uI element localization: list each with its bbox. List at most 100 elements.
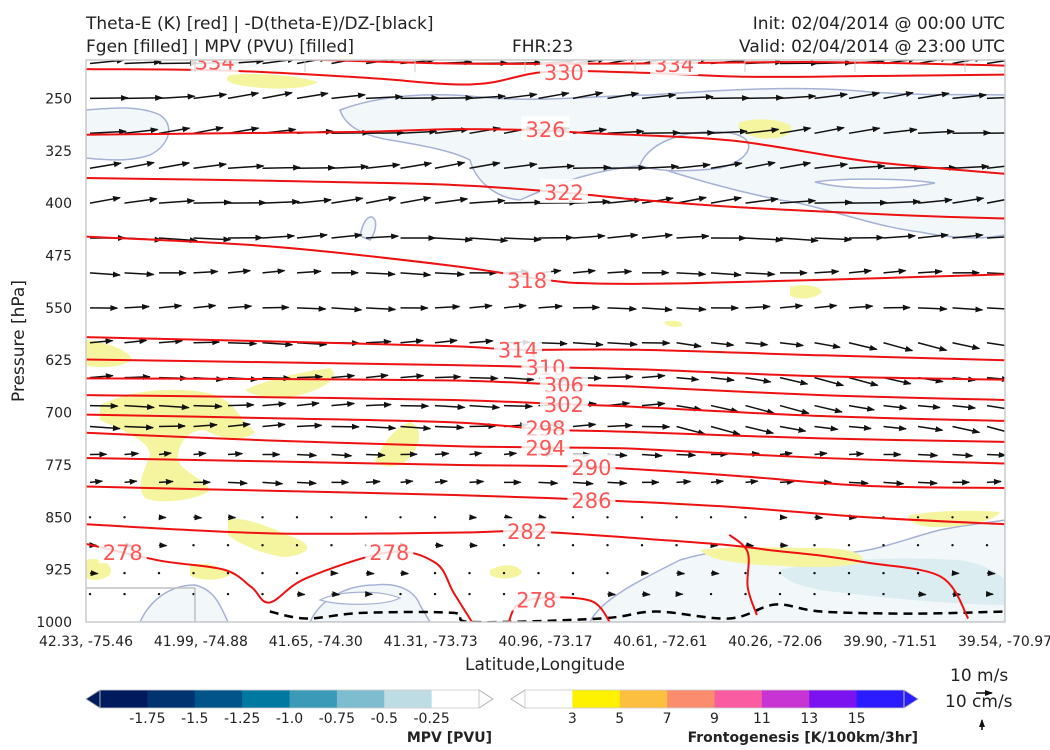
wind-vector	[227, 479, 248, 486]
wind-vector	[745, 478, 759, 485]
wind-vector	[572, 422, 597, 428]
theta-e-contour-278	[86, 542, 473, 622]
wind-vector	[814, 126, 845, 135]
theta-e-label-330: 330	[544, 61, 584, 85]
wind-vector	[571, 571, 575, 575]
wind-vector	[227, 91, 260, 100]
theta-e-label-326: 326	[525, 118, 565, 142]
wind-vector	[365, 478, 382, 485]
colorbar-extend-left	[510, 689, 526, 709]
wind-vector	[848, 163, 886, 170]
wind-vector	[433, 592, 437, 596]
wind-vector	[193, 92, 228, 100]
wind-vector	[710, 128, 748, 135]
wind-vector	[262, 91, 293, 100]
wind-vector	[434, 127, 470, 135]
wind-vector	[296, 91, 329, 100]
wind-vector	[158, 198, 196, 205]
wind-vector	[193, 422, 218, 429]
wind-vector	[330, 544, 333, 547]
theta-e-label-bg	[650, 60, 699, 76]
wind-vector	[779, 341, 805, 348]
theta-e-label-278: 278	[516, 589, 556, 613]
theta-e-contour-322	[86, 176, 1005, 220]
wind-vector	[469, 478, 485, 485]
wind-vector	[676, 425, 706, 436]
wind-vector	[124, 94, 164, 101]
wind-vector	[503, 303, 527, 310]
wind-vector	[744, 592, 747, 596]
theta-e-label-322: 322	[544, 181, 584, 205]
wind-vector	[571, 544, 575, 547]
wind-vector	[469, 375, 499, 382]
wind-vector	[193, 199, 232, 206]
wind-vector	[814, 92, 849, 100]
wind-vector	[400, 402, 430, 409]
wind-vector	[710, 271, 742, 278]
wind-vector	[124, 478, 138, 485]
wind-vector	[952, 129, 992, 136]
wind-vector	[848, 303, 874, 310]
wind-vector	[434, 450, 450, 457]
wind-vector	[572, 341, 604, 348]
wind-vector	[158, 161, 191, 169]
wind-key-horizontal-label: 10 m/s	[950, 666, 1008, 686]
theta-e-label-278: 278	[103, 541, 143, 565]
wind-vector	[89, 128, 128, 135]
wind-vector	[227, 163, 265, 170]
x-tick-label: 41.31, -73.73	[384, 634, 478, 650]
theta-e-label-bg	[503, 518, 552, 543]
wind-vector	[952, 232, 984, 239]
wind-vector	[778, 571, 782, 575]
wind-vector	[848, 268, 873, 275]
wind-vector	[882, 544, 885, 547]
wind-vector	[676, 94, 714, 101]
black-dashed-contour	[269, 603, 1005, 622]
theta-e-label-bg	[539, 391, 588, 416]
wind-vector	[193, 236, 232, 243]
wind-vector	[985, 516, 989, 519]
wind-vector	[848, 479, 870, 486]
colorbar-tick: -1.25	[224, 711, 260, 727]
theta-e-label-278: 278	[369, 541, 409, 565]
wind-vector	[676, 306, 707, 313]
wind-vector	[952, 452, 974, 459]
wind-vector	[400, 478, 414, 485]
x-tick-label: 39.54, -70.97	[958, 634, 1050, 650]
wind-vector	[917, 232, 949, 239]
forecast-hour: FHR:23	[512, 37, 574, 57]
wind-vector	[779, 425, 807, 433]
y-tick-label: 1000	[36, 615, 72, 631]
wind-vector	[262, 198, 301, 205]
wind-vector	[917, 91, 950, 100]
wind-vector	[262, 422, 286, 428]
wind-vector	[848, 342, 878, 351]
wind-vector	[434, 338, 458, 345]
wind-vector	[469, 161, 501, 169]
wind-vector	[676, 342, 702, 349]
wind-vector	[779, 404, 810, 415]
wind-vector	[848, 91, 881, 100]
wind-vector	[124, 338, 148, 345]
wind-vector	[192, 592, 195, 596]
wind-vector	[745, 341, 769, 348]
wind-vector	[89, 373, 114, 380]
colorbar-swatch	[100, 690, 148, 708]
wind-vector	[779, 450, 794, 457]
wind-vector	[607, 268, 633, 275]
wind-vector	[469, 198, 506, 205]
wind-vector	[158, 450, 173, 457]
wind-vector	[538, 479, 559, 486]
wind-vector	[883, 480, 905, 487]
wind-vector	[400, 195, 432, 204]
wind-vector	[572, 268, 597, 275]
terrain-bars	[86, 587, 196, 622]
wind-vector	[124, 60, 163, 66]
colorbar-swatch	[619, 690, 668, 708]
wind-vector	[365, 162, 401, 169]
wind-vector	[123, 571, 126, 575]
wind-vector	[469, 303, 493, 310]
fgen-colorbar-title: Frontogenesis [K/100km/3hr]	[688, 730, 918, 746]
wind-vector	[779, 376, 809, 386]
x-tick-label: 41.65, -74.30	[269, 634, 363, 650]
